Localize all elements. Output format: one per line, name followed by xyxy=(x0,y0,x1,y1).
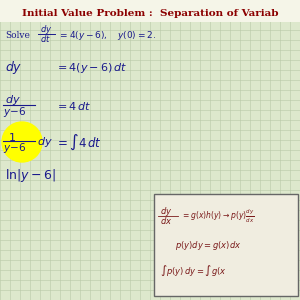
Text: $= 4(y-6)\,dt$: $= 4(y-6)\,dt$ xyxy=(55,61,127,75)
Text: $dt$: $dt$ xyxy=(40,34,51,44)
Text: $dy$: $dy$ xyxy=(40,23,52,37)
Text: $y{-}6$: $y{-}6$ xyxy=(3,141,26,155)
Text: $dy$: $dy$ xyxy=(5,59,22,76)
Text: $dx$: $dx$ xyxy=(160,215,172,226)
Text: Initial Value Problem :  Separation of Variab: Initial Value Problem : Separation of Va… xyxy=(22,8,278,17)
Text: $= 4\,dt$: $= 4\,dt$ xyxy=(55,100,91,112)
Text: $dy$: $dy$ xyxy=(5,93,21,107)
Text: $y{-}6$: $y{-}6$ xyxy=(3,105,26,119)
Text: $\ln|y-6|$: $\ln|y-6|$ xyxy=(5,167,56,184)
Text: $1$: $1$ xyxy=(8,131,16,143)
Text: $= g(x)h(y) \rightarrow p(y)\frac{dy}{dx}$: $= g(x)h(y) \rightarrow p(y)\frac{dy}{dx… xyxy=(181,207,254,225)
Circle shape xyxy=(2,122,42,162)
Text: $\int p(y)\,dy = \int g(x$: $\int p(y)\,dy = \int g(x$ xyxy=(160,262,227,278)
FancyBboxPatch shape xyxy=(154,194,298,296)
FancyBboxPatch shape xyxy=(0,0,300,22)
Text: $= \int 4\,dt$: $= \int 4\,dt$ xyxy=(55,132,102,152)
Text: $= 4(y - 6),\quad y(0) = 2.$: $= 4(y - 6),\quad y(0) = 2.$ xyxy=(58,28,156,41)
Text: $dy$: $dy$ xyxy=(160,206,172,218)
Text: $dy$: $dy$ xyxy=(37,135,53,149)
Text: Solve: Solve xyxy=(5,31,30,40)
Text: $p(y)dy = g(x)dx$: $p(y)dy = g(x)dx$ xyxy=(175,238,242,251)
